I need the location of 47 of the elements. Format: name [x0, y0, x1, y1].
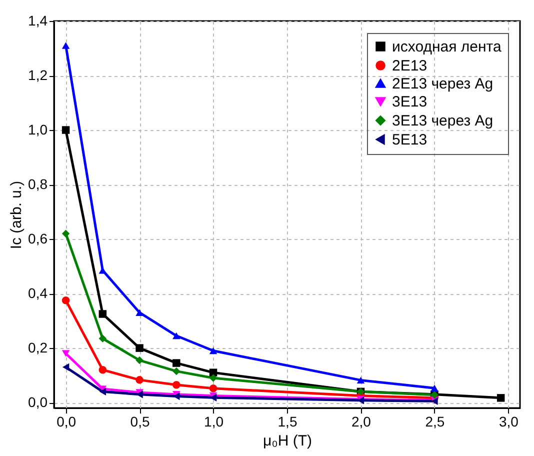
point	[136, 376, 144, 384]
point	[62, 230, 70, 238]
y-tick-label: 0,2	[28, 340, 48, 356]
point	[98, 366, 107, 374]
legend-label: 2E13	[392, 58, 428, 74]
y-tick-label: 1,0	[28, 122, 48, 138]
point	[356, 376, 365, 384]
y-tick-label: 0,0	[28, 394, 48, 410]
point	[209, 347, 218, 354]
point	[172, 380, 180, 389]
point	[136, 309, 144, 316]
point	[430, 384, 438, 392]
point	[98, 310, 107, 318]
point	[136, 344, 144, 352]
y-axis-title: Ic (arb. u.)	[8, 180, 26, 250]
y-tick-label: 0,6	[28, 230, 48, 247]
x-tick-label: 0,0	[56, 414, 76, 430]
x-tick-label: 1,5	[278, 414, 298, 430]
x-tick-label: 0,5	[130, 414, 150, 430]
x-tick-label: 2,0	[352, 414, 372, 430]
legend-label: 5E13	[392, 132, 428, 148]
x-tick-label: 2,5	[425, 414, 445, 430]
x-axis-title: μ₀H (T)	[262, 432, 312, 450]
y-tick-label: 0,8	[28, 176, 48, 192]
point	[62, 126, 70, 134]
point	[172, 367, 180, 376]
point	[172, 359, 180, 367]
point	[62, 296, 70, 304]
y-tick-label: 1,2	[28, 67, 48, 84]
legend-label: 3E13	[392, 94, 428, 110]
point	[62, 350, 70, 357]
point	[496, 394, 505, 402]
point	[172, 332, 180, 340]
point	[62, 363, 70, 371]
legend-label: 3E13 через Ag	[392, 112, 494, 130]
legend-label: исходная лента	[392, 38, 502, 56]
point	[99, 388, 106, 396]
y-tick-label: 0,4	[28, 285, 48, 302]
point	[62, 42, 70, 49]
point	[209, 374, 218, 382]
y-tick-label: 1,4	[28, 12, 48, 28]
x-tick-label: 3,0	[498, 414, 519, 430]
legend-label: 2E13 через Ag	[392, 76, 494, 92]
x-tick-label: 1,0	[204, 414, 224, 430]
point	[136, 356, 144, 364]
point	[98, 334, 107, 342]
point	[209, 384, 218, 392]
